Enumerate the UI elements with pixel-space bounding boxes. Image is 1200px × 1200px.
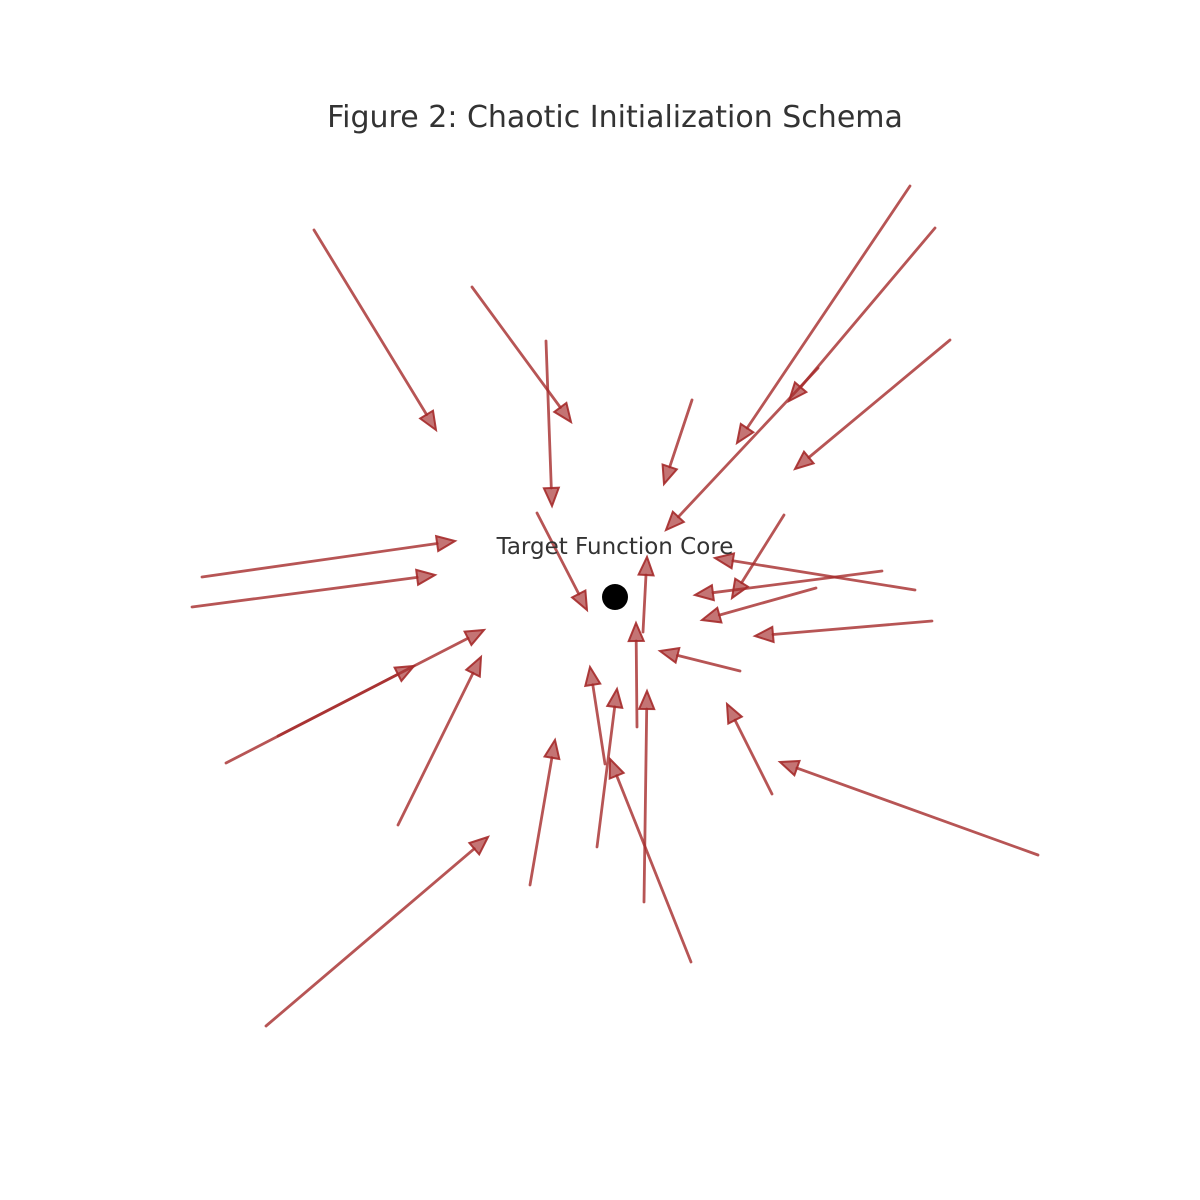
arrowhead-icon (552, 401, 573, 425)
arrowhead-icon (418, 409, 438, 433)
arrowhead-icon (725, 701, 744, 726)
arrow-shaft (544, 339, 553, 490)
arrow-shaft (807, 338, 952, 459)
arrow-shaft (731, 559, 917, 592)
arrow-shaft (200, 542, 439, 579)
arrow-shaft (733, 718, 774, 796)
arrowhead-icon (467, 835, 490, 857)
arrowhead-icon (712, 552, 736, 570)
core-label: Target Function Core (496, 534, 734, 560)
arrow-17 (637, 554, 655, 634)
arrow-shaft (641, 573, 648, 634)
arrow-shaft (745, 184, 912, 430)
arrowhead-icon (637, 688, 656, 711)
arrow-11 (535, 511, 589, 613)
arrowhead-icon (583, 664, 602, 688)
arrow-23 (583, 664, 607, 766)
arrow-shaft (615, 774, 693, 964)
arrow-7 (664, 366, 820, 532)
arrow-16 (752, 619, 934, 644)
arrowhead-icon (752, 625, 775, 644)
arrow-25 (725, 701, 774, 796)
arrow-group (190, 184, 1040, 1028)
arrow-shaft (528, 756, 554, 887)
arrow-8 (793, 338, 952, 471)
arrow-21 (276, 628, 487, 738)
arrowhead-icon (637, 554, 655, 577)
arrow-shaft (676, 654, 742, 673)
arrow-shaft (595, 705, 617, 849)
arrowhead-icon (608, 756, 626, 780)
arrow-1 (312, 228, 438, 433)
arrowhead-icon (661, 463, 679, 487)
arrow-shaft (312, 228, 429, 417)
arrow-10 (190, 568, 438, 609)
arrowhead-icon (415, 568, 438, 587)
arrow-shaft (591, 683, 607, 766)
arrow-shaft (634, 639, 639, 729)
arrow-9 (200, 534, 458, 579)
arrow-14 (692, 569, 884, 602)
arrow-3 (542, 339, 561, 509)
arrow-shaft (535, 511, 581, 596)
arrowhead-icon (657, 646, 681, 665)
arrow-shaft (470, 285, 562, 409)
arrowhead-icon (793, 449, 816, 471)
arrowhead-icon (605, 686, 624, 709)
arrowhead-icon (434, 534, 458, 553)
arrow-2 (470, 285, 573, 425)
arrowhead-icon (777, 759, 801, 777)
arrow-30 (264, 835, 490, 1028)
arrow-shaft (642, 707, 649, 904)
arrowhead-icon (542, 486, 561, 509)
arrow-shaft (711, 569, 884, 595)
arrow-shaft (740, 513, 786, 585)
arrowhead-icon (692, 583, 715, 602)
arrow-5 (735, 184, 912, 446)
figure-title: Figure 2: Chaotic Initialization Schema (327, 100, 903, 135)
arrow-shaft (795, 766, 1040, 857)
arrow-shaft (717, 586, 818, 617)
arrow-shaft (668, 398, 694, 469)
arrowhead-icon (664, 509, 686, 532)
arrow-28 (608, 756, 693, 964)
arrowhead-icon (464, 654, 483, 679)
arrowhead-icon (627, 620, 646, 643)
arrow-shaft (676, 366, 820, 519)
arrow-18 (627, 620, 646, 729)
arrow-shaft (276, 636, 470, 738)
arrow-26 (528, 737, 561, 887)
arrow-shaft (799, 226, 937, 389)
arrowhead-icon (542, 737, 561, 761)
arrowhead-icon (699, 606, 723, 624)
arrow-shaft (396, 671, 475, 827)
arrow-15 (699, 586, 818, 624)
arrow-24 (595, 686, 624, 849)
arrow-27 (637, 688, 656, 904)
arrow-29 (777, 759, 1040, 857)
arrow-4 (661, 398, 694, 487)
arrowhead-icon (735, 422, 756, 446)
arrow-22 (396, 654, 483, 827)
core-point (602, 584, 628, 610)
arrow-shaft (771, 619, 934, 636)
arrow-shaft (190, 576, 419, 609)
arrowhead-icon (570, 589, 589, 613)
arrowhead-icon (463, 628, 487, 647)
arrow-13 (712, 552, 917, 592)
arrow-19 (657, 646, 742, 673)
arrow-shaft (264, 847, 476, 1028)
